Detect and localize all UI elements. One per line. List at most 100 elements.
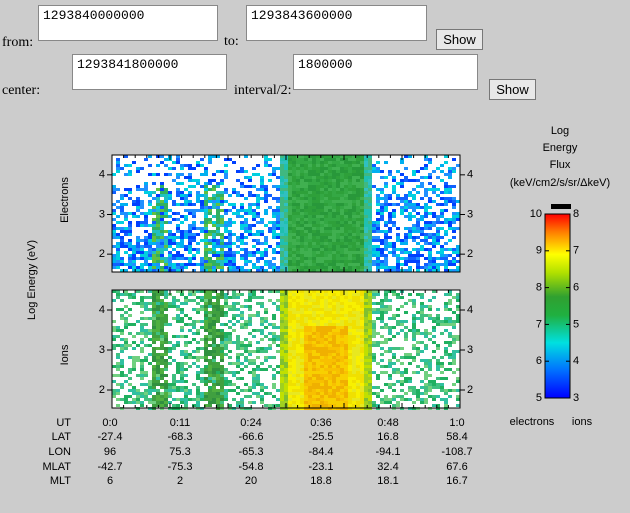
spectrogram-cell <box>292 347 296 350</box>
spectrogram-cell <box>220 371 224 374</box>
spectrogram-cell <box>152 326 156 329</box>
spectrogram-cell <box>448 227 452 230</box>
center-input[interactable]: 1293841800000 <box>72 54 227 90</box>
spectrogram-cell <box>140 263 144 266</box>
spectrogram-cell <box>368 242 372 245</box>
spectrogram-cell <box>428 269 432 272</box>
spectrogram-cell <box>392 353 396 356</box>
spectrogram-cell <box>248 260 252 263</box>
spectrogram-cell <box>164 395 168 398</box>
spectrogram-cell <box>264 404 268 407</box>
spectrogram-cell <box>240 257 244 260</box>
spectrogram-cell <box>296 176 300 179</box>
spectrogram-cell <box>188 317 192 320</box>
spectrogram-cell <box>216 206 220 209</box>
spectrogram-cell <box>140 404 144 407</box>
spectrogram-cell <box>148 362 152 365</box>
spectrogram-cell <box>328 218 332 221</box>
spectrogram-cell <box>452 230 456 233</box>
spectrogram-cell <box>360 359 364 362</box>
spectrogram-cell <box>192 320 196 323</box>
spectrogram-cell <box>372 185 376 188</box>
from-input[interactable]: 1293840000000 <box>38 5 218 41</box>
spectrogram-cell <box>292 221 296 224</box>
spectrogram-cell <box>372 263 376 266</box>
spectrogram-cell <box>324 299 328 302</box>
spectrogram-cell <box>172 218 176 221</box>
spectrogram-cell <box>172 317 176 320</box>
spectrogram-cell <box>296 335 300 338</box>
spectrogram-cell <box>284 239 288 242</box>
spectrogram-cell <box>396 395 400 398</box>
spectrogram-cell <box>188 173 192 176</box>
interval-input[interactable]: 1800000 <box>293 54 478 90</box>
spectrogram-cell <box>256 302 260 305</box>
spectrogram-cell <box>268 245 272 248</box>
spectrogram-cell <box>352 263 356 266</box>
row-label: UT <box>56 417 71 429</box>
spectrogram-cell <box>360 215 364 218</box>
spectrogram-cell <box>140 392 144 395</box>
spectrogram-cell <box>196 179 200 182</box>
spectrogram-cell <box>264 311 268 314</box>
spectrogram-cell <box>220 332 224 335</box>
spectrogram-cell <box>312 245 316 248</box>
spectrogram-cell <box>300 212 304 215</box>
show-button[interactable]: Show <box>489 79 536 100</box>
spectrogram-cell <box>252 383 256 386</box>
spectrogram-cell <box>116 290 120 293</box>
spectrogram-cell <box>364 194 368 197</box>
spectrogram-cell <box>284 314 288 317</box>
spectrogram-cell <box>432 263 436 266</box>
spectrogram-cell <box>380 230 384 233</box>
spectrogram-cell <box>116 329 120 332</box>
spectrogram-cell <box>364 341 368 344</box>
spectrogram-cell <box>332 335 336 338</box>
spectrogram-cell <box>224 227 228 230</box>
spectrogram-cell <box>116 362 120 365</box>
spectrogram-cell <box>124 227 128 230</box>
spectrogram-cell <box>144 305 148 308</box>
spectrogram-cell <box>168 347 172 350</box>
spectrogram-cell <box>376 200 380 203</box>
spectrogram-cell <box>132 161 136 164</box>
spectrogram-cell <box>240 404 244 407</box>
spectrogram-cell <box>360 248 364 251</box>
spectrogram-cell <box>312 260 316 263</box>
spectrogram-cell <box>220 311 224 314</box>
spectrogram-cell <box>428 359 432 362</box>
spectrogram-cell <box>336 179 340 182</box>
spectrogram-cell <box>376 239 380 242</box>
spectrogram-cell <box>304 314 308 317</box>
spectrogram-cell <box>256 347 260 350</box>
spectrogram-cell <box>196 404 200 407</box>
spectrogram-cell <box>164 206 168 209</box>
spectrogram-cell <box>356 239 360 242</box>
spectrogram-cell <box>288 155 292 158</box>
spectrogram-cell <box>140 323 144 326</box>
spectrogram-cell <box>248 293 252 296</box>
spectrogram-cell <box>288 242 292 245</box>
spectrogram-cell <box>360 308 364 311</box>
spectrogram-cell <box>268 347 272 350</box>
spectrogram-cell <box>388 350 392 353</box>
spectrogram-cell <box>140 290 144 293</box>
spectrogram-cell <box>304 350 308 353</box>
spectrogram-cell <box>180 308 184 311</box>
spectrogram-cell <box>348 335 352 338</box>
spectrogram-cell <box>344 227 348 230</box>
spectrogram-cell <box>376 302 380 305</box>
spectrogram-cell <box>128 383 132 386</box>
spectrogram-cell <box>352 323 356 326</box>
spectrogram-cell <box>396 293 400 296</box>
show-button[interactable]: Show <box>436 29 483 50</box>
spectrogram-cell <box>260 257 264 260</box>
to-input[interactable]: 1293843600000 <box>246 5 427 41</box>
spectrogram-cell <box>164 236 168 239</box>
spectrogram-cell <box>452 311 456 314</box>
spectrogram-cell <box>292 176 296 179</box>
spectrogram-cell <box>180 230 184 233</box>
spectrogram-cell <box>172 344 176 347</box>
spectrogram-cell <box>436 317 440 320</box>
spectrogram-cell <box>152 230 156 233</box>
